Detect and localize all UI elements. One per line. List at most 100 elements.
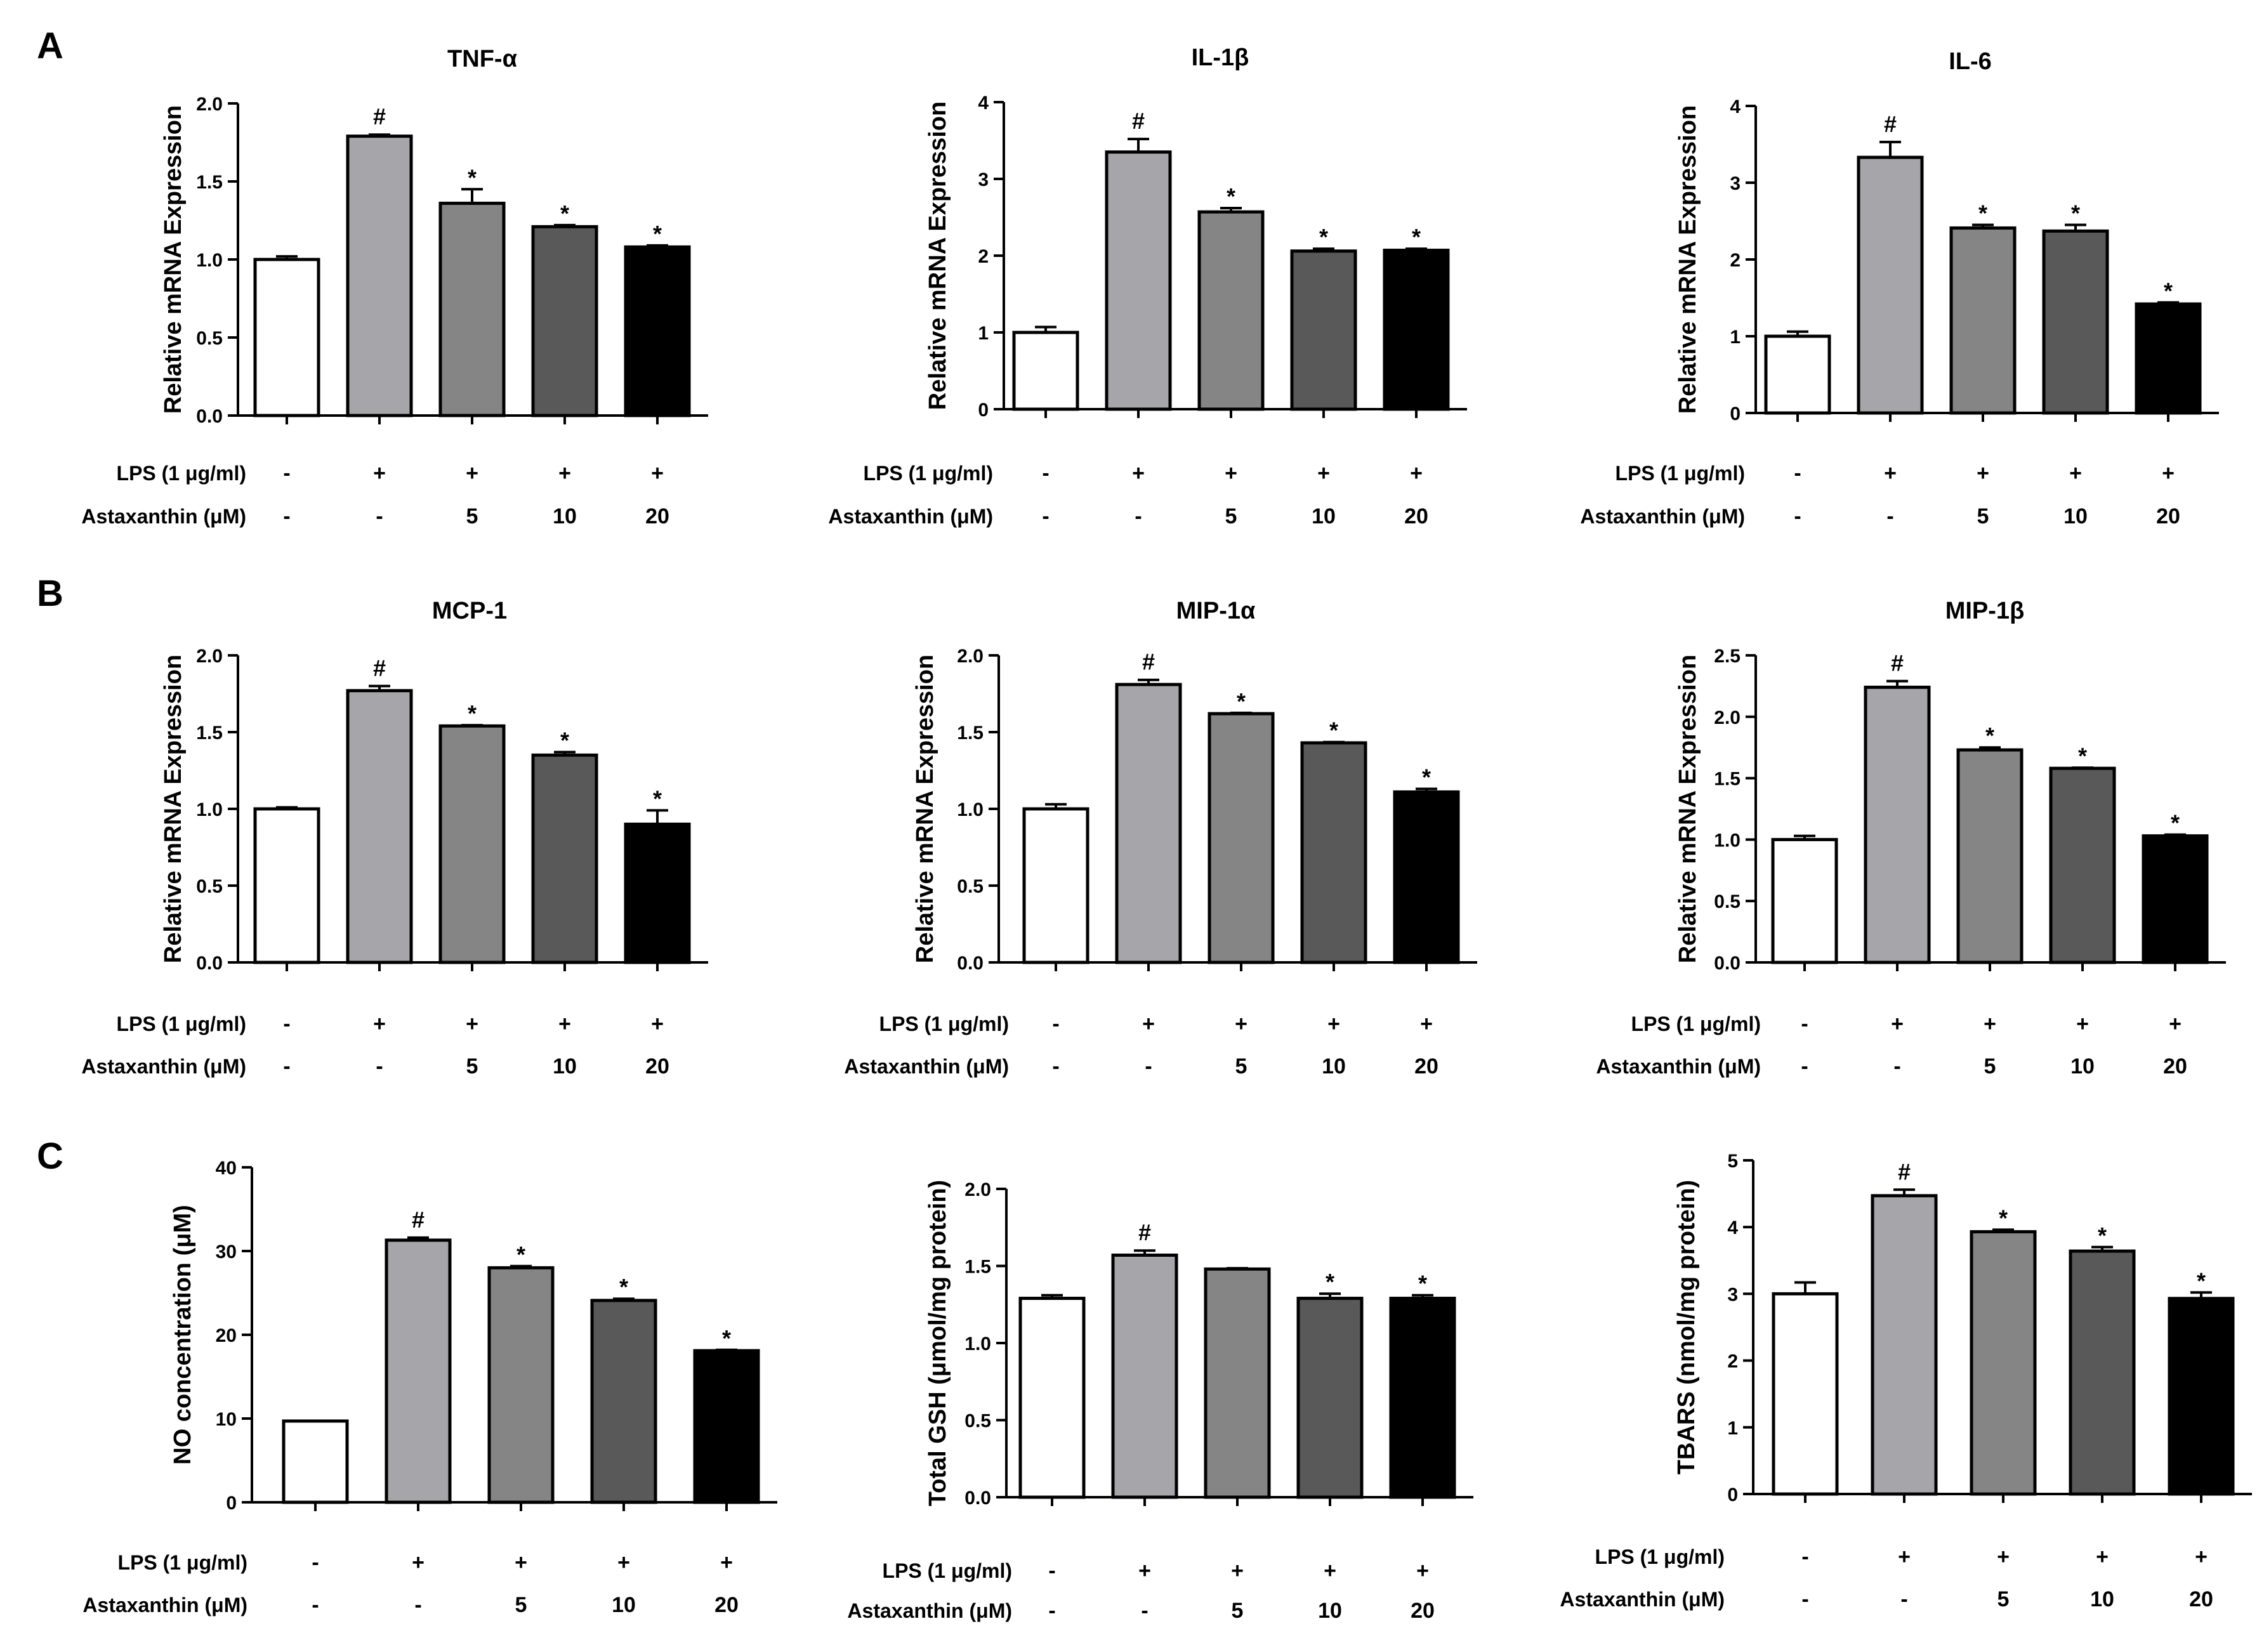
- bar: [531, 753, 598, 964]
- lps-condition-value: +: [1231, 1559, 1244, 1583]
- lps-condition-value: +: [1142, 1012, 1155, 1036]
- bar: [1956, 748, 2024, 964]
- significance-star: *: [653, 785, 662, 811]
- y-tick-label: 3: [1730, 173, 1741, 194]
- astaxanthin-condition-value: -: [1893, 1054, 1900, 1078]
- lps-condition-value: +: [1138, 1559, 1151, 1583]
- significance-star: *: [1319, 224, 1328, 250]
- astaxanthin-condition-value: 5: [1235, 1054, 1247, 1078]
- bar: [487, 1266, 555, 1504]
- bar: [2049, 766, 2116, 964]
- lps-row-label: LPS (1 μg/ml): [1595, 1545, 1725, 1568]
- y-axis-label: Relative mRNA Expression: [925, 102, 951, 410]
- astaxanthin-condition-value: -: [1048, 1599, 1055, 1623]
- bar: [1771, 837, 1838, 964]
- y-tick-label: 20: [216, 1325, 237, 1346]
- lps-condition-value: +: [651, 1012, 664, 1036]
- bar: [1111, 1253, 1178, 1499]
- lps-condition-value: -: [1801, 1545, 1808, 1569]
- y-tick-label: 2.0: [1714, 707, 1741, 728]
- lps-condition-value: -: [283, 1012, 290, 1036]
- lps-condition-value: +: [412, 1550, 425, 1575]
- bar: [385, 1238, 452, 1504]
- astaxanthin-condition-value: 20: [1414, 1054, 1438, 1078]
- lps-condition-value: +: [466, 461, 478, 485]
- y-tick-label: 0.5: [196, 876, 223, 897]
- significance-hash: #: [1132, 108, 1145, 134]
- significance-star: *: [1422, 764, 1431, 790]
- lps-condition-value: +: [1977, 461, 1989, 485]
- lps-condition-value: -: [1794, 461, 1801, 485]
- significance-star: *: [1237, 688, 1246, 714]
- significance-star: *: [1418, 1271, 1427, 1297]
- astaxanthin-condition-value: 10: [1312, 504, 1336, 528]
- significance-star: *: [2171, 810, 2180, 836]
- lps-condition-value: +: [373, 461, 386, 485]
- astaxanthin-condition-value: 10: [553, 1054, 577, 1078]
- bar: [1197, 210, 1265, 411]
- significance-star: *: [619, 1274, 628, 1300]
- y-tick-label: 0.0: [1714, 953, 1741, 974]
- y-tick-label: 1.0: [196, 250, 223, 271]
- astaxanthin-condition-value: -: [1900, 1587, 1907, 1611]
- bar: [1012, 331, 1079, 411]
- y-tick-label: 0.5: [957, 876, 984, 897]
- significance-star: *: [1985, 723, 1994, 749]
- lps-condition-value: +: [1997, 1545, 2010, 1569]
- chart-4: MCP-1 0.0 0.5 1.0 1.5 2.0 Relative mRNA Expres…: [81, 598, 708, 1078]
- astaxanthin-condition-value: 10: [553, 504, 577, 528]
- y-tick-label: 2.0: [964, 1179, 991, 1200]
- lps-condition-value: +: [1132, 461, 1145, 485]
- significance-star: *: [560, 200, 569, 226]
- y-tick-label: 0.0: [196, 953, 223, 974]
- astaxanthin-condition-value: 10: [2070, 1054, 2095, 1078]
- astaxanthin-row-label: Astaxanthin (μM): [1560, 1588, 1725, 1611]
- lps-condition-value: -: [283, 461, 290, 485]
- astaxanthin-row-label: Astaxanthin (μM): [1596, 1055, 1761, 1078]
- bar: [1115, 683, 1182, 964]
- astaxanthin-row-label: Astaxanthin (μM): [81, 505, 246, 528]
- bar: [531, 225, 598, 417]
- y-tick-label: 0: [1727, 1485, 1738, 1505]
- astaxanthin-condition-value: -: [1042, 504, 1049, 528]
- astaxanthin-condition-value: -: [376, 504, 383, 528]
- astaxanthin-condition-value: 20: [2189, 1587, 2213, 1611]
- y-tick-label: 2: [978, 246, 989, 267]
- bar: [624, 245, 691, 417]
- lps-condition-value: +: [1884, 461, 1897, 485]
- lps-condition-value: +: [1317, 461, 1330, 485]
- bar: [1290, 249, 1357, 411]
- y-tick-label: 3: [1727, 1284, 1738, 1305]
- astaxanthin-condition-value: 10: [1322, 1054, 1346, 1078]
- y-tick-label: 2: [1730, 250, 1741, 271]
- bar: [1296, 1297, 1364, 1499]
- bar: [282, 1419, 349, 1504]
- bar: [438, 724, 506, 964]
- bar: [253, 807, 320, 964]
- lps-condition-value: +: [558, 1012, 571, 1036]
- bar: [1949, 226, 2017, 415]
- y-tick-label: 30: [216, 1242, 237, 1262]
- bar: [2142, 834, 2209, 964]
- astaxanthin-condition-value: 20: [2163, 1054, 2187, 1078]
- astaxanthin-condition-value: -: [1052, 1054, 1059, 1078]
- lps-row-label: LPS (1 μg/ml): [117, 1013, 246, 1035]
- astaxanthin-condition-value: -: [1801, 1587, 1808, 1611]
- significance-hash: #: [1884, 111, 1897, 137]
- y-tick-label: 0.5: [196, 328, 223, 349]
- bar: [1300, 741, 1367, 964]
- lps-condition-value: -: [312, 1550, 319, 1575]
- chart-title: TNF-α: [447, 46, 517, 72]
- bar: [346, 689, 413, 964]
- chart-title: MIP-1β: [1945, 598, 2025, 624]
- bar: [253, 258, 320, 417]
- astaxanthin-row-label: Astaxanthin (μM): [828, 505, 993, 528]
- lps-condition-value: +: [1898, 1545, 1911, 1569]
- astaxanthin-condition-value: 10: [2063, 504, 2088, 528]
- bar: [2168, 1297, 2235, 1496]
- astaxanthin-condition-value: 20: [1411, 1599, 1435, 1623]
- lps-condition-value: +: [720, 1550, 733, 1575]
- astaxanthin-condition-value: -: [312, 1593, 319, 1617]
- astaxanthin-condition-value: -: [1135, 504, 1142, 528]
- astaxanthin-condition-value: 20: [645, 1054, 669, 1078]
